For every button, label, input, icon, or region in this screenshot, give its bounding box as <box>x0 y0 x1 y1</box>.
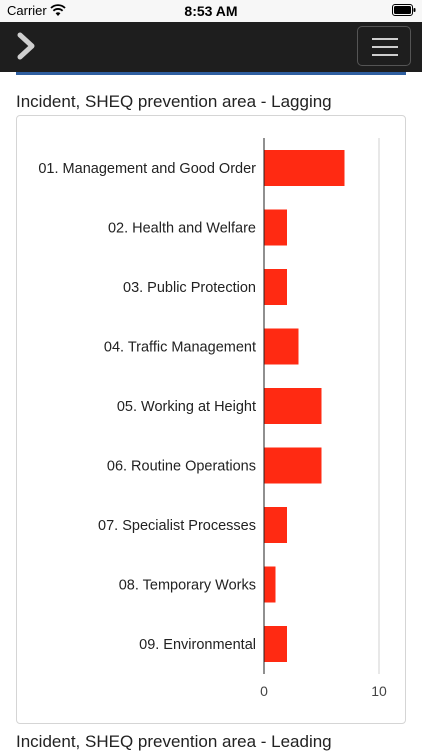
bar-9 <box>264 626 287 662</box>
bar-chart: 01. Management and Good Order 02. Health … <box>38 138 387 699</box>
status-bar: Carrier 8:53 AM <box>0 0 422 22</box>
category-label: 08. Temporary Works <box>119 578 256 594</box>
bar-1 <box>264 150 345 186</box>
section-title: Incident, SHEQ prevention area - Lagging <box>16 92 332 111</box>
category-label: 06. Routine Operations <box>107 459 256 475</box>
chart-card: 01. Management and Good Order 02. Health … <box>16 115 406 724</box>
bar-4 <box>264 328 299 365</box>
category-label: 07. Specialist Processes <box>98 518 256 534</box>
x-tick-label: 0 <box>260 683 268 699</box>
hamburger-menu-icon <box>372 38 398 40</box>
category-label: 09. Environmental <box>139 637 256 653</box>
menu-toggle-button[interactable] <box>357 26 411 66</box>
accent-divider <box>16 72 406 75</box>
chevron-right-icon[interactable] <box>12 31 40 61</box>
bar-7 <box>264 507 287 543</box>
x-tick-label: 10 <box>371 683 387 699</box>
category-label: 04. Traffic Management <box>104 340 256 356</box>
status-time: 8:53 AM <box>184 3 238 19</box>
hamburger-menu-icon-bar <box>372 54 398 56</box>
next-section-title: Incident, SHEQ prevention area - Leading <box>16 732 332 751</box>
category-label: 03. Public Protection <box>123 280 256 296</box>
bar-6 <box>264 447 322 484</box>
carrier-label: Carrier <box>7 3 47 18</box>
bar-3 <box>264 269 287 305</box>
bar-8 <box>264 566 276 603</box>
wifi-icon <box>50 4 66 16</box>
bar-5 <box>264 388 322 424</box>
top-navbar <box>0 22 422 72</box>
bar-2 <box>264 209 287 246</box>
category-label: 01. Management and Good Order <box>38 161 256 177</box>
hamburger-menu-icon-bar <box>372 46 398 48</box>
category-label: 05. Working at Height <box>117 399 256 415</box>
category-label: 02. Health and Welfare <box>108 221 256 237</box>
battery-icon <box>392 4 416 16</box>
